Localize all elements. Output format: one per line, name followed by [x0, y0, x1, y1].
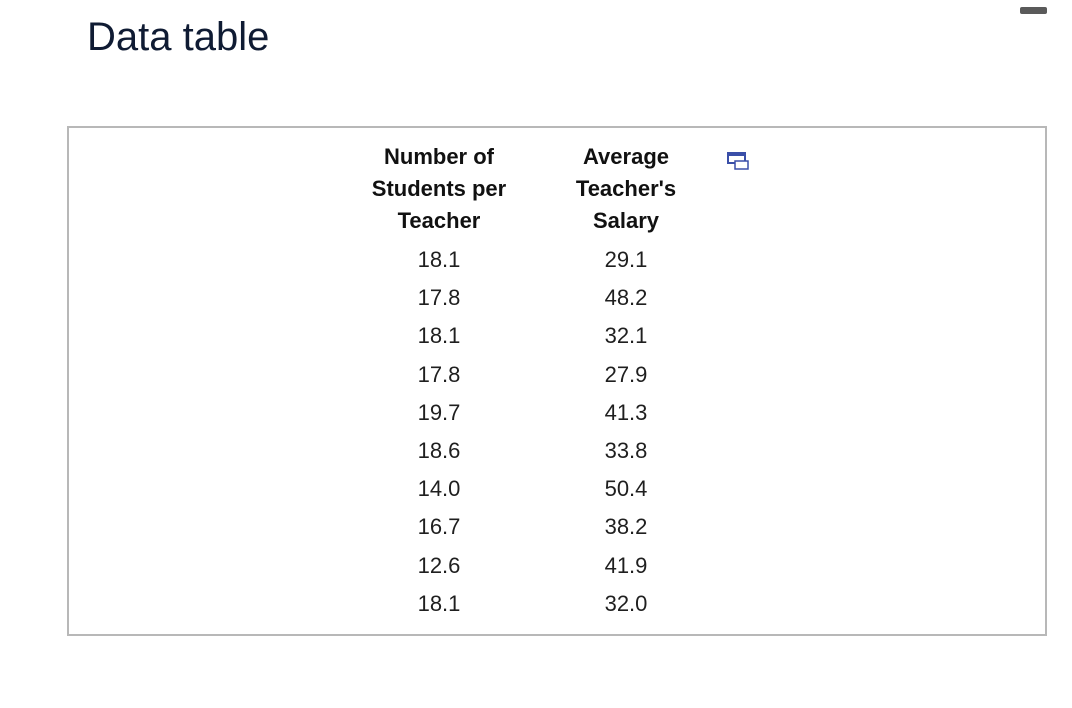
title: Data table: [87, 15, 270, 59]
column-header: Average Teacher's Salary: [575, 144, 677, 233]
popout-icon[interactable]: [726, 150, 752, 172]
table-cell: 18.1: [417, 247, 461, 272]
table-cell: 18.6: [417, 438, 461, 463]
table-cell: 50.4: [604, 476, 648, 502]
table-cell: 17.8: [417, 361, 461, 387]
data-table: Number of Students per Teacher Average Te…: [67, 126, 1047, 636]
table-cell: 17.8: [417, 285, 461, 311]
table-cell: 32.1: [604, 323, 648, 349]
table-cell: 41.9: [604, 552, 648, 578]
table-cell: 32.0: [604, 590, 648, 616]
table-cell: 18.1: [417, 323, 461, 349]
table-cell: 16.7: [417, 514, 461, 540]
table-cell: 19.7: [417, 399, 461, 425]
table-cell: 48.2: [604, 285, 648, 311]
column-header: Number of Students per Teacher: [371, 144, 507, 233]
table-cell: 41.3: [604, 399, 648, 425]
table-cell: 33.8: [604, 438, 648, 463]
table-cell: 38.2: [604, 514, 648, 540]
window-control[interactable]: [1020, 7, 1047, 14]
table-cell: 12.6: [417, 552, 461, 578]
table-cell: 14.0: [417, 476, 461, 502]
table-cell: 27.9: [604, 361, 648, 387]
table-cell: 29.1: [604, 247, 648, 272]
table-cell: 18.1: [417, 590, 461, 616]
